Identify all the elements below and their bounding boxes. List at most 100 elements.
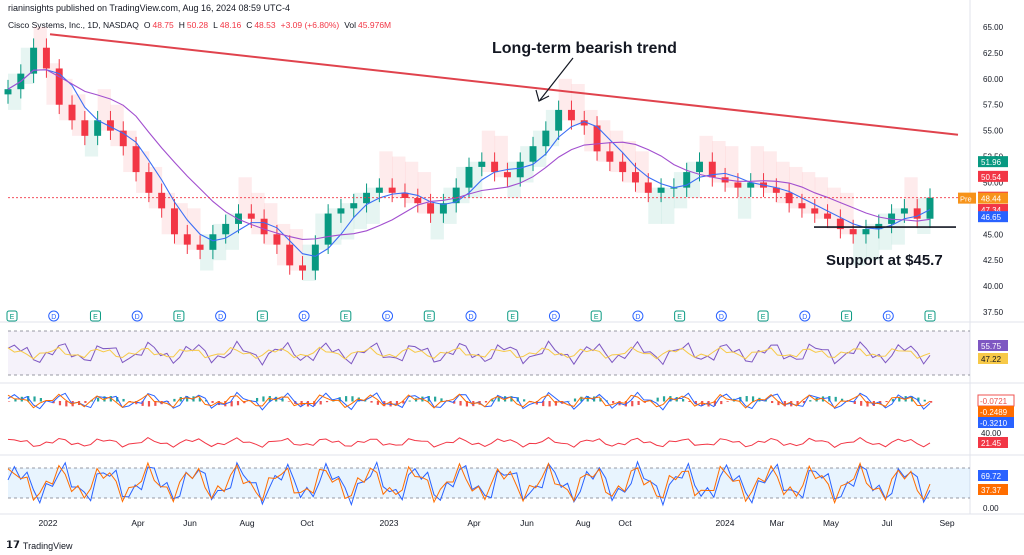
macd-histogram-bar — [720, 401, 723, 405]
macd-histogram-bar — [669, 396, 672, 402]
dividend-marker — [882, 310, 894, 322]
earnings-marker — [590, 310, 602, 322]
macd-histogram-bar — [497, 397, 500, 402]
earnings-marker-label: E — [677, 314, 682, 321]
dividend-marker — [382, 310, 394, 322]
macd-value-label: -0.0721 — [980, 397, 1008, 406]
stop-band — [853, 229, 867, 266]
macd-histogram-bar — [154, 401, 157, 406]
macd-histogram-bar — [319, 401, 322, 405]
candle-body — [811, 208, 819, 214]
dividend-marker-label: D — [468, 314, 473, 321]
macd-histogram-bar — [662, 396, 666, 402]
candle-body — [81, 120, 89, 136]
price-tick-label: 45.00 — [983, 230, 1004, 239]
dividend-marker-label: D — [218, 314, 223, 321]
candle-body — [68, 104, 76, 121]
stoch-d-line — [7, 461, 931, 505]
earnings-marker-label: E — [594, 314, 599, 321]
macd-histogram-bar — [745, 396, 748, 402]
macd-histogram-bar — [211, 401, 214, 403]
macd-histogram-bar — [402, 401, 405, 404]
candle-body — [824, 213, 832, 219]
trend-arrow — [539, 57, 574, 101]
price-tick-label: 62.50 — [983, 49, 1004, 58]
dividend-marker — [799, 310, 811, 322]
price-tick-label: 40.00 — [983, 282, 1004, 291]
candle-body — [427, 203, 435, 214]
dividend-marker — [215, 310, 227, 322]
macd-histogram-bar — [631, 401, 634, 407]
candle-body — [631, 172, 639, 183]
price-tick-label: 65.00 — [983, 23, 1004, 32]
candle-body — [119, 130, 127, 147]
macd-histogram-bar — [97, 397, 100, 402]
earnings-marker — [924, 310, 936, 322]
adx-value-label: 21.45 — [981, 439, 1002, 448]
macd-histogram-bar — [713, 401, 717, 406]
macd-histogram-bar — [14, 398, 17, 402]
macd-histogram-bar — [809, 400, 812, 402]
bearish-trend-line — [49, 33, 959, 136]
time-tick-label: 2023 — [380, 518, 399, 528]
macd-histogram-bar — [376, 401, 379, 405]
macd-histogram-bar — [866, 401, 869, 407]
time-tick-label: Jun — [520, 518, 534, 528]
candle-body — [606, 151, 614, 162]
macd-histogram-bar — [230, 401, 233, 407]
pre-badge — [958, 192, 976, 204]
macd-histogram-bar — [637, 401, 640, 405]
macd-histogram-bar — [325, 401, 329, 403]
trend-arrow-head — [535, 89, 550, 102]
macd-histogram-bar — [434, 396, 437, 402]
dividend-marker-label: D — [635, 314, 640, 321]
earnings-marker — [841, 310, 853, 322]
stop-band — [648, 187, 662, 224]
macd-value-badge — [978, 417, 1014, 428]
macd-histogram-bar — [682, 399, 685, 402]
time-tick-label: Apr — [467, 518, 480, 528]
macd-histogram-bar — [65, 401, 68, 407]
high-value: 50.28 — [186, 20, 209, 30]
tradingview-footer[interactable]: 𝟭𝟳 TradingView — [6, 540, 72, 551]
candle-body — [196, 244, 204, 250]
macd-histogram-bar — [891, 399, 895, 402]
candle-body — [299, 265, 307, 271]
macd-histogram-bar — [287, 401, 290, 402]
macd-histogram-bar — [917, 397, 920, 402]
macd-histogram-bar — [726, 401, 729, 402]
rsi-band — [8, 331, 970, 375]
candle-body — [132, 146, 140, 173]
earnings-marker-label: E — [343, 314, 348, 321]
macd-histogram-bar — [612, 401, 615, 404]
macd-histogram-bar — [198, 397, 201, 402]
earnings-marker-label: E — [761, 314, 766, 321]
macd-histogram-bar — [122, 398, 125, 402]
time-tick-label: Jul — [882, 518, 893, 528]
dividend-marker — [298, 310, 310, 322]
stoch-value-badge — [978, 470, 1008, 481]
candle-body — [734, 182, 742, 188]
time-tick-label: Apr — [131, 518, 144, 528]
candle-body — [836, 218, 844, 230]
macd-histogram-bar — [345, 396, 348, 402]
candle-body — [273, 234, 281, 245]
symbol-name[interactable]: Cisco Systems, Inc., 1D, NASDAQ — [8, 20, 139, 30]
adx-line — [7, 436, 931, 448]
earnings-marker-label: E — [510, 314, 515, 321]
candle-body — [183, 234, 191, 245]
price-label-text: 46.65 — [981, 213, 1002, 222]
stoch-level-label: 0.00 — [983, 504, 999, 513]
dividend-marker — [131, 310, 143, 322]
candle-body — [401, 192, 409, 198]
dividend-marker-label: D — [135, 314, 140, 321]
change-value: +3.09 (+6.80%) — [280, 20, 340, 30]
candle-body — [529, 146, 537, 162]
time-tick-label: Aug — [239, 518, 254, 528]
volume-label: Vol — [344, 20, 357, 30]
macd-histogram-bar — [771, 401, 774, 404]
trend-annotation: Long-term bearish trend — [492, 40, 677, 57]
candle-body — [580, 120, 588, 126]
macd-histogram-bar — [147, 401, 151, 407]
